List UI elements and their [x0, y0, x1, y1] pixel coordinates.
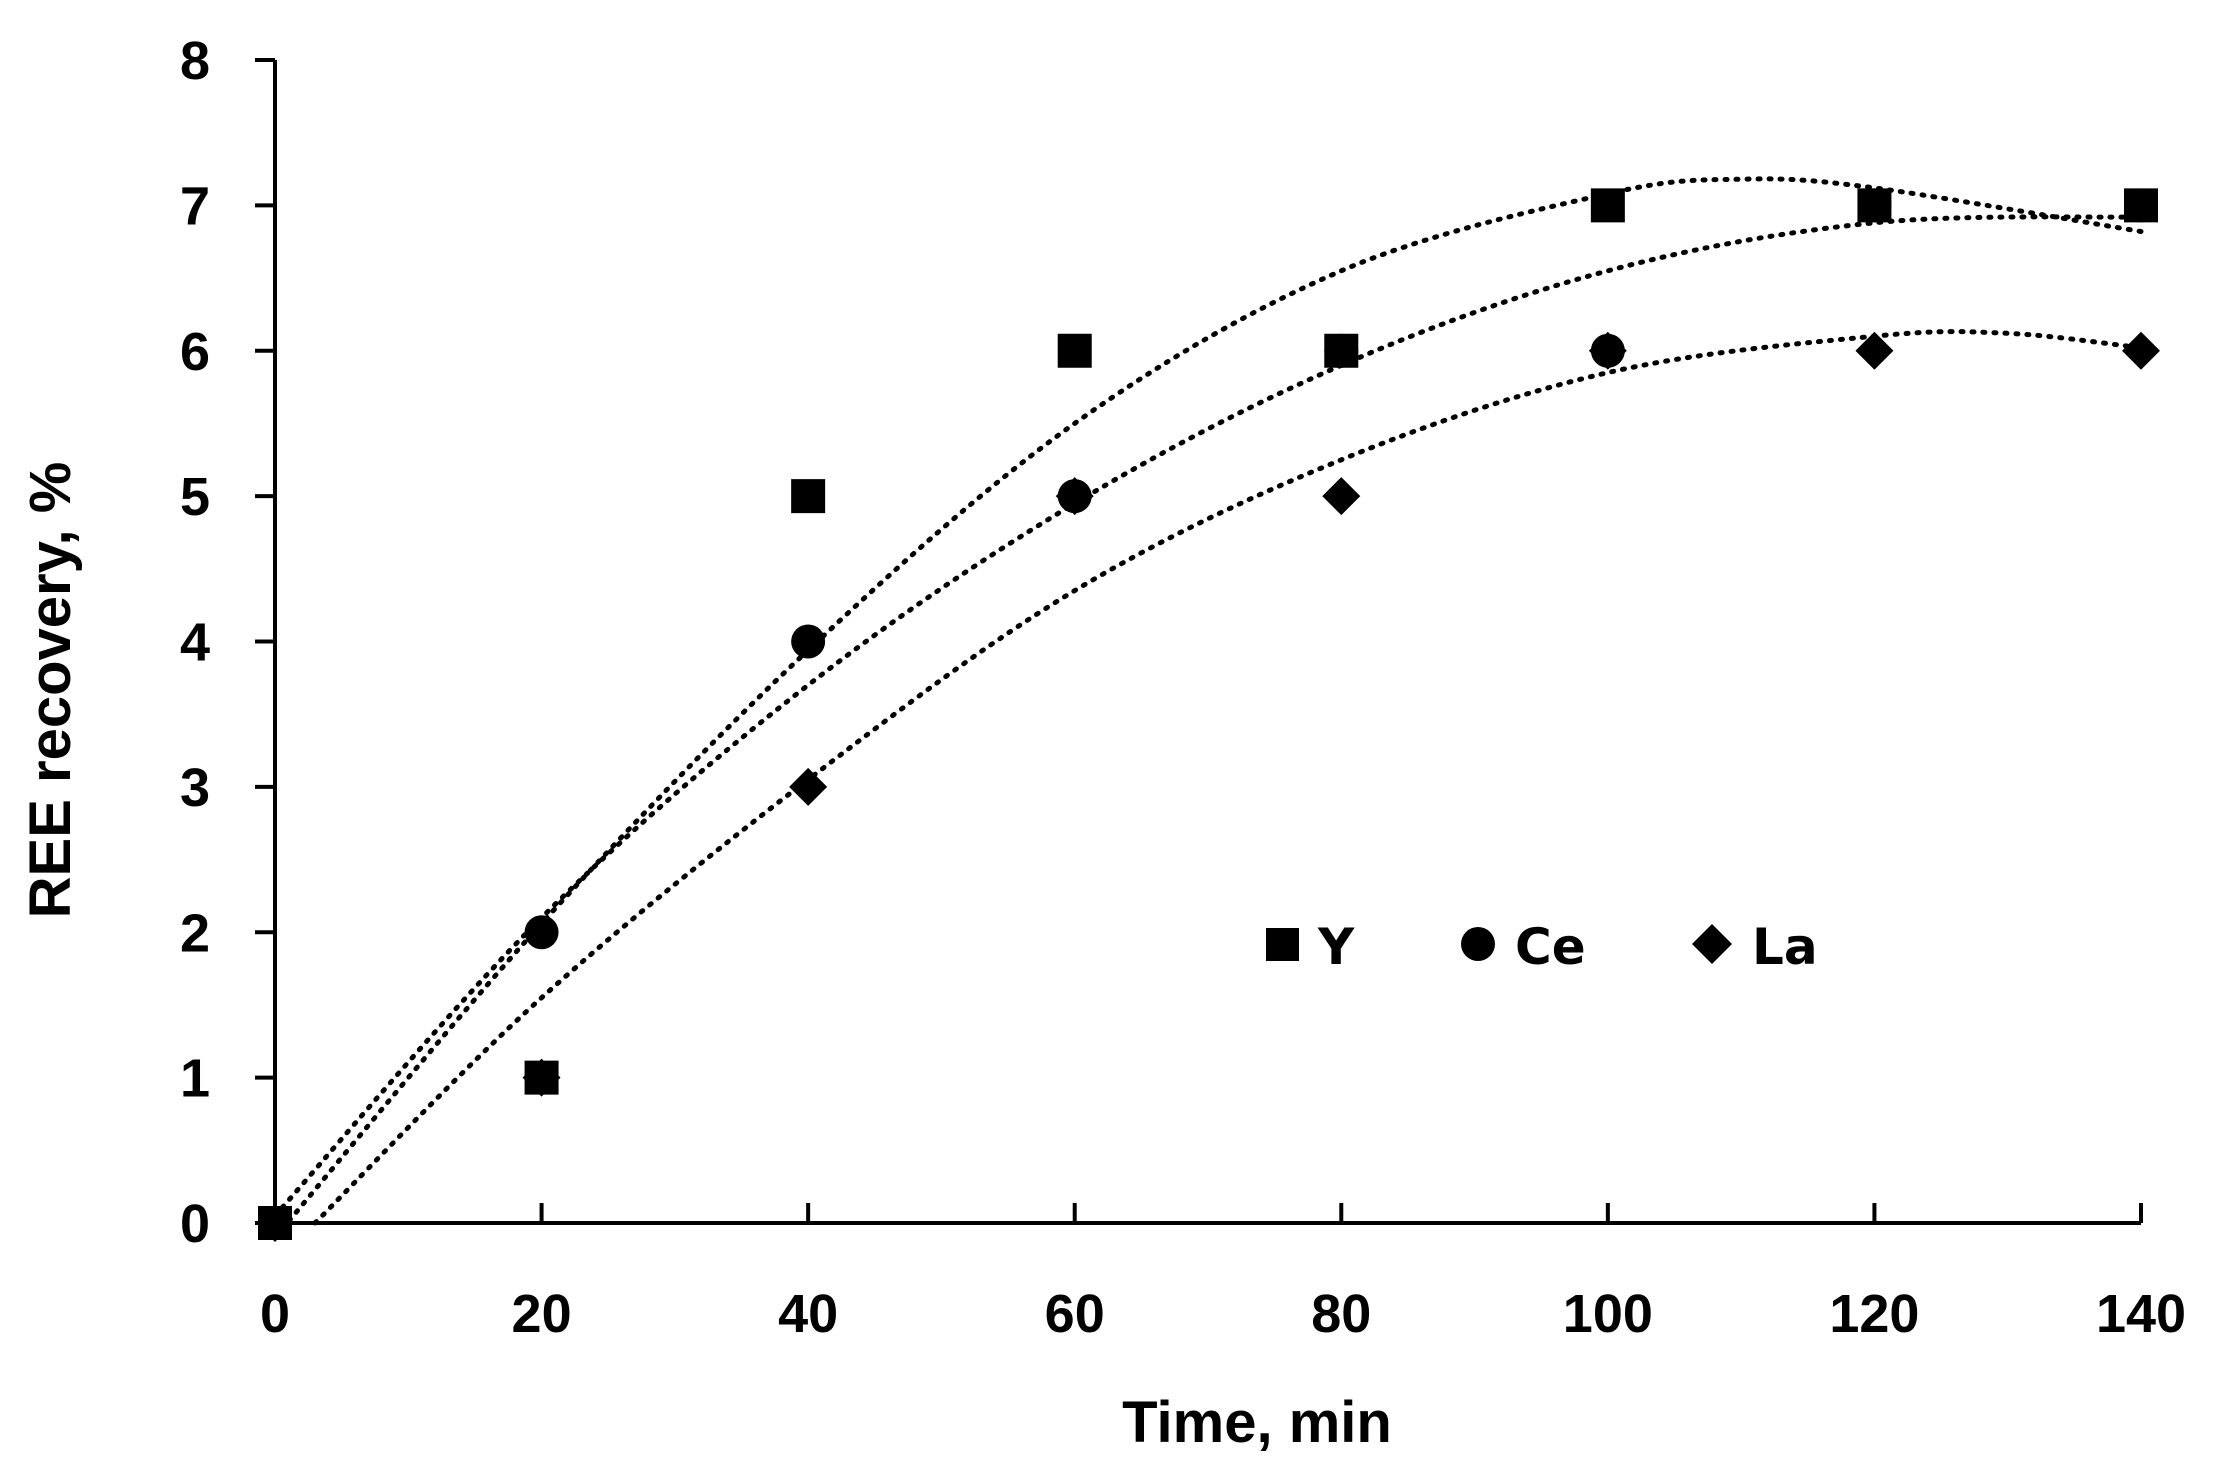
point-la [2122, 331, 2160, 370]
point-la [1322, 477, 1361, 516]
point-ce [524, 915, 559, 950]
point-y [791, 479, 826, 514]
point-y [1324, 333, 1359, 368]
y-tick-label: 5 [180, 467, 210, 527]
legend: Y Ce La [1266, 918, 1818, 976]
trendline-y [272, 176, 2144, 1240]
x-tick-label: 20 [512, 1284, 572, 1344]
point-y [524, 1060, 559, 1095]
point-ce [1590, 333, 1625, 368]
point-ce [1057, 479, 1092, 514]
x-tick-label: 120 [1829, 1284, 1919, 1344]
point-la [1855, 331, 1894, 370]
legend-label-ce: Ce [1515, 918, 1586, 976]
y-tick-label: 1 [180, 1049, 210, 1109]
y-tick-label: 4 [180, 613, 210, 673]
y-tick-label: 2 [180, 903, 210, 963]
data-markers [256, 188, 2160, 1242]
point-y [1590, 188, 1625, 223]
point-la [789, 767, 828, 806]
x-tick-label: 100 [1563, 1284, 1653, 1344]
legend-marker-la [1692, 924, 1732, 964]
legend-label-la: La [1752, 918, 1818, 976]
x-tick-label: 40 [778, 1284, 838, 1344]
trendline-la [312, 329, 2144, 1226]
x-tick-label: 80 [1311, 1284, 1371, 1344]
x-axis-title: Time, min [1122, 1390, 1392, 1455]
y-tick-label: 3 [180, 758, 210, 818]
point-y [2124, 188, 2158, 223]
x-tick-label: 60 [1045, 1284, 1105, 1344]
legend-label-y: Y [1317, 918, 1355, 976]
point-y [1857, 188, 1892, 223]
x-tick-label: 140 [2096, 1284, 2186, 1344]
y-tick-label: 6 [180, 322, 210, 382]
point-ce [791, 624, 826, 659]
point-y [1057, 333, 1092, 368]
y-tick-label: 0 [180, 1194, 210, 1254]
x-tick-label: 0 [260, 1284, 290, 1344]
legend-marker-ce [1461, 927, 1495, 961]
y-axis-title: REE recovery, % [18, 462, 83, 919]
y-tick-label: 8 [180, 31, 210, 91]
legend-marker-y [1266, 928, 1299, 961]
y-tick-label: 7 [180, 176, 210, 236]
point-y [258, 1206, 292, 1240]
